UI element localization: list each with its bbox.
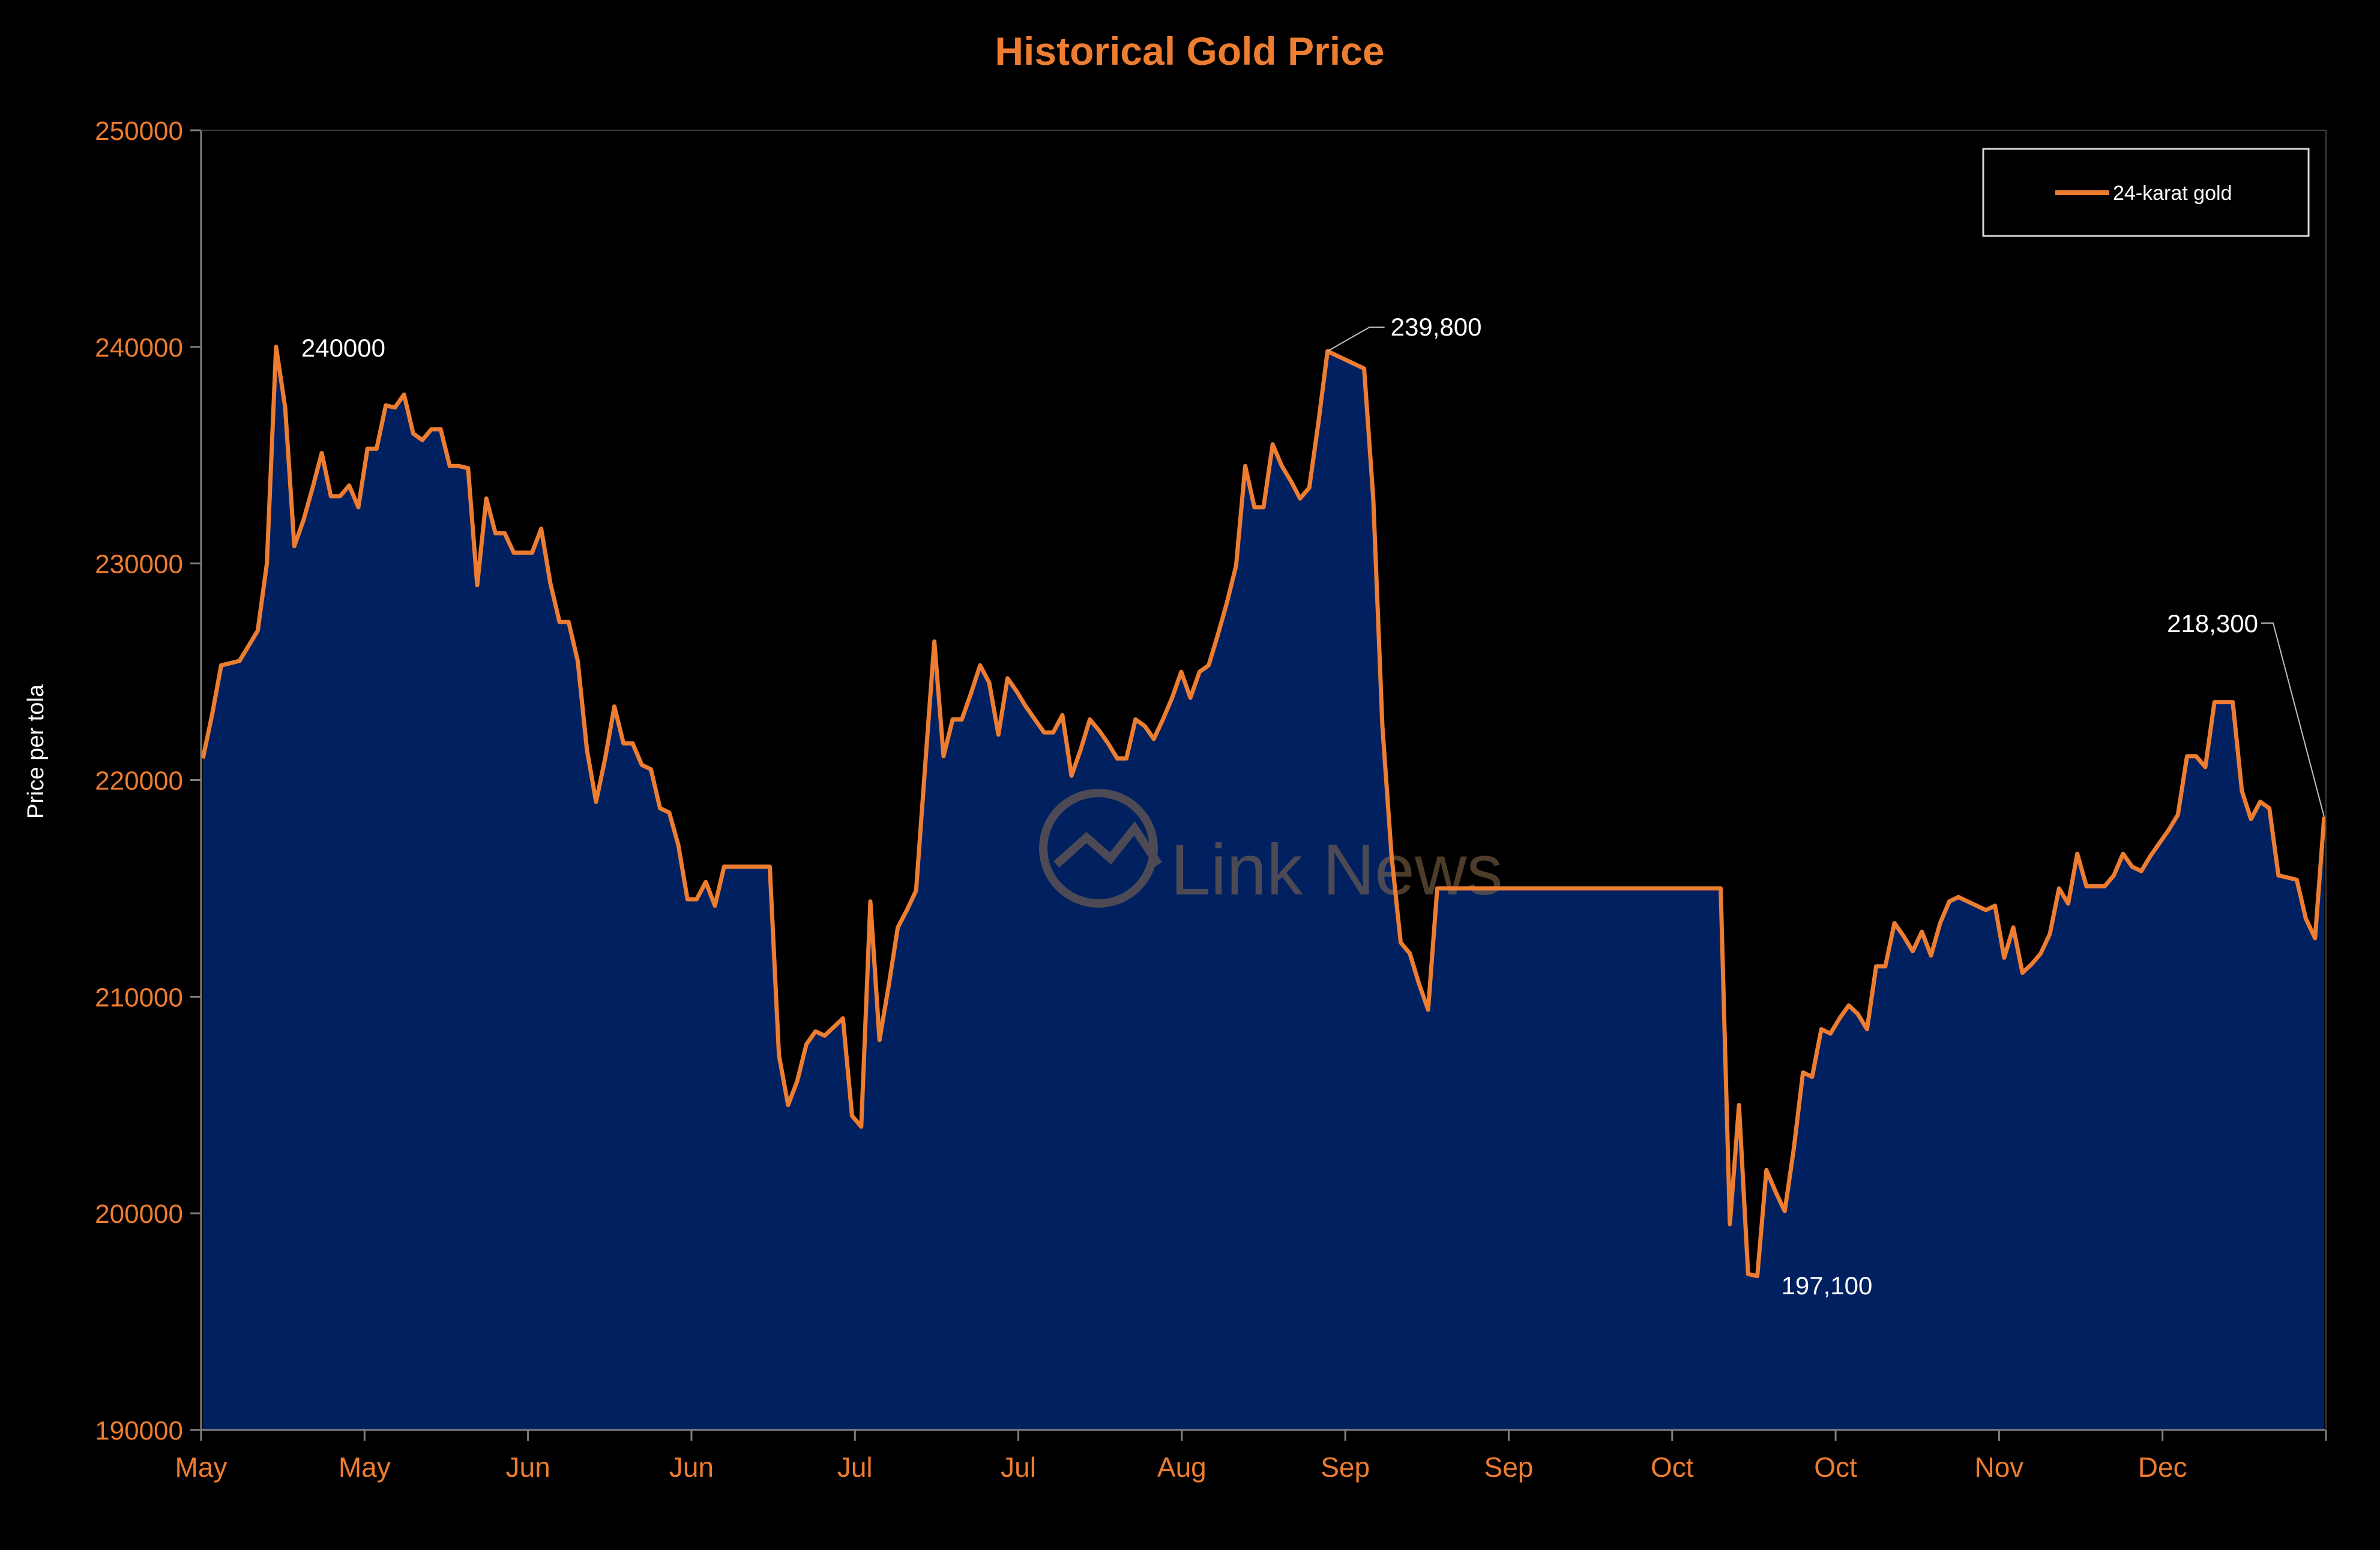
annotation-label: 239,800 xyxy=(1391,313,1482,341)
legend-box xyxy=(1982,148,2310,237)
y-tick-label: 220000 xyxy=(95,767,183,796)
x-tick-label: May xyxy=(339,1452,391,1483)
link-news-logo: Link News xyxy=(1039,789,1503,910)
y-axis-label: Price per tola xyxy=(23,684,49,819)
logo-chart-icon xyxy=(1053,821,1162,868)
chart-title: Historical Gold Price xyxy=(995,29,1384,73)
line-layer xyxy=(200,345,2327,1279)
x-tick-label: Sep xyxy=(1484,1452,1534,1483)
annotation-label: 197,100 xyxy=(1782,1271,1873,1300)
annotations: 240000 239,800 197,100 218,300 xyxy=(301,313,2325,1300)
x-tick-label: May xyxy=(175,1452,227,1483)
y-tick-label: 250000 xyxy=(95,116,183,146)
annotation-label: 218,300 xyxy=(2167,609,2258,638)
x-tick-label: Jul xyxy=(1001,1452,1036,1483)
x-tick-label: Dec xyxy=(2138,1452,2187,1483)
x-tick-label: Sep xyxy=(1321,1452,1370,1483)
x-tick-label: Nov xyxy=(1974,1452,2023,1483)
y-tick-label: 200000 xyxy=(95,1199,183,1229)
y-tick-label: 230000 xyxy=(95,550,183,579)
y-tick-label: 210000 xyxy=(95,983,183,1012)
x-tick-label: Jul xyxy=(837,1452,873,1483)
x-ticks: May May Jun Jun Jul Jul Aug Sep Sep Oct Oct Nov Dec xyxy=(175,1430,2327,1483)
logo-text: Link News xyxy=(1170,830,1503,910)
y-tick-label: 190000 xyxy=(95,1416,183,1446)
series-line-24-karat-gold xyxy=(200,345,2327,1279)
y-tick-label: 240000 xyxy=(95,333,183,363)
x-tick-label: Jun xyxy=(506,1452,550,1483)
legend-label: 24-karat gold xyxy=(2113,182,2232,205)
x-tick-label: Oct xyxy=(1651,1452,1694,1483)
logo-ring-icon xyxy=(1039,789,1158,908)
annotation-leader xyxy=(1327,327,1385,352)
x-tick-label: Aug xyxy=(1157,1452,1207,1483)
annotation-label: 240000 xyxy=(301,334,385,362)
x-tick-label: Oct xyxy=(1814,1452,1857,1483)
y-ticks: 190000 200000 210000 220000 230000 240000 2500… xyxy=(95,116,201,1446)
annotation-leader xyxy=(2261,622,2325,818)
legend: 24-karat gold xyxy=(1982,148,2310,237)
x-tick-label: Jun xyxy=(669,1452,714,1483)
